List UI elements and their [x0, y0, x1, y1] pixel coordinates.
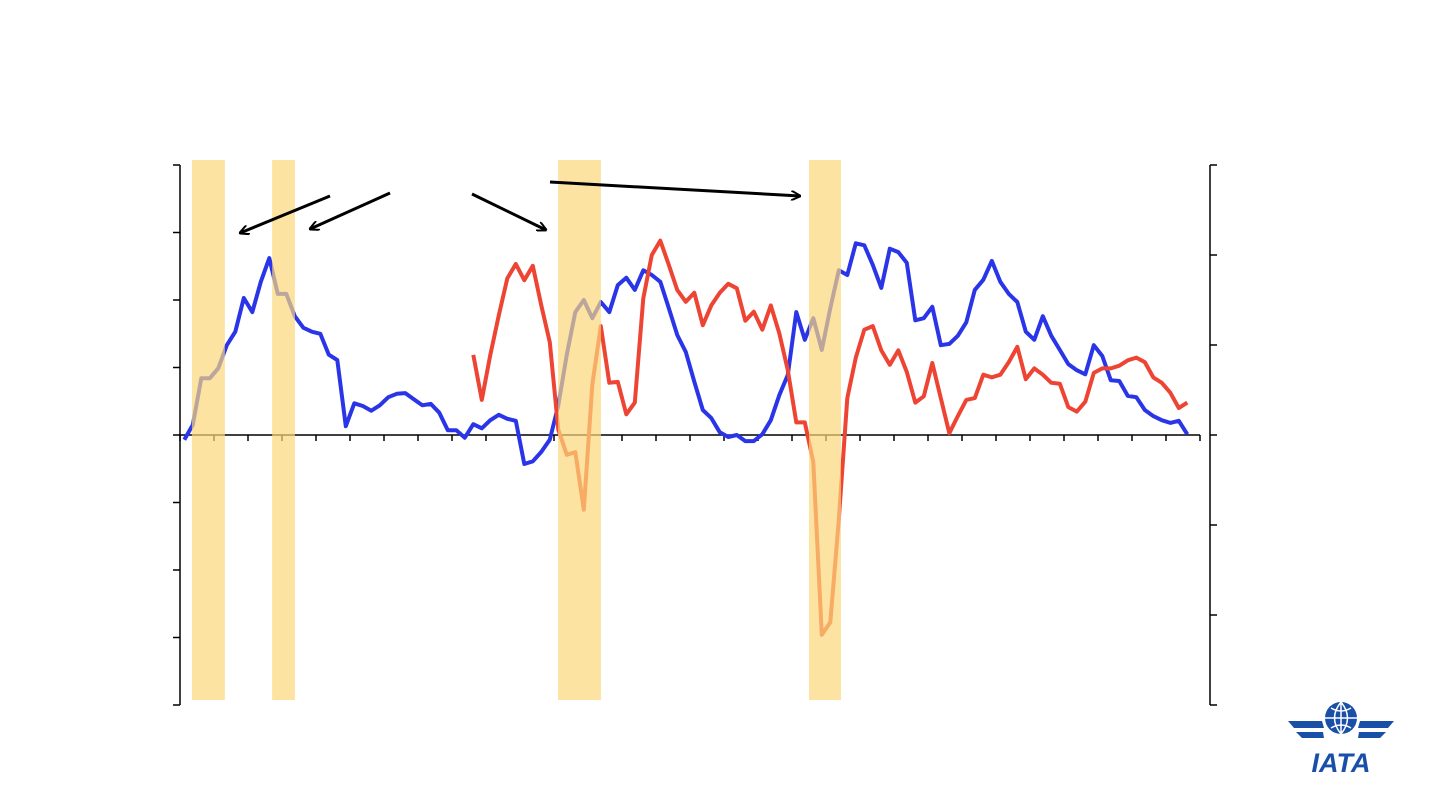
plot-area	[173, 160, 1217, 706]
arrow	[240, 194, 331, 233]
arrow	[549, 180, 800, 196]
shaded-period	[558, 160, 601, 700]
logo-text: IATA	[1312, 748, 1371, 778]
shaded-period	[272, 160, 295, 700]
shaded-period	[809, 160, 841, 700]
arrow	[471, 192, 546, 230]
annotation-arrows	[240, 180, 800, 233]
logo-grid	[1325, 701, 1357, 735]
logo-wings	[1288, 721, 1394, 738]
logo: IATA	[1288, 701, 1394, 778]
arrow	[310, 191, 391, 229]
series-line	[182, 241, 1189, 466]
shaded-period	[191, 160, 225, 700]
